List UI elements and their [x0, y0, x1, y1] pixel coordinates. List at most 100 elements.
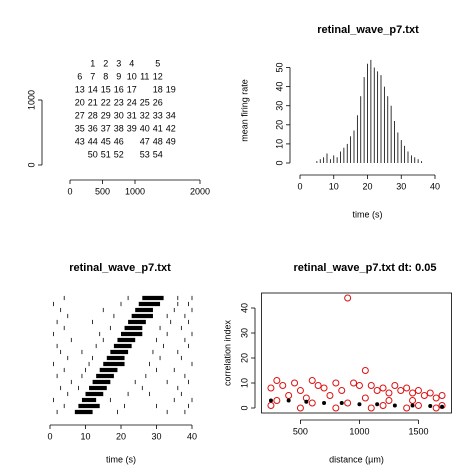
point — [391, 382, 399, 389]
electrode-label: 30 — [114, 111, 124, 121]
mean-point — [375, 402, 380, 407]
electrode-label: 26 — [153, 98, 163, 108]
x-tick-label: 0 — [297, 181, 302, 191]
point — [420, 392, 428, 399]
electrode-label: 44 — [88, 137, 98, 147]
electrode-label: 40 — [140, 124, 150, 134]
mean-point — [322, 401, 327, 405]
electrode-label: 49 — [166, 137, 176, 147]
y-tick-label: 20 — [274, 120, 284, 130]
point — [344, 294, 352, 302]
chart-title: retinal_wave_p7.txt — [317, 24, 419, 36]
electrode-label: 52 — [114, 150, 124, 160]
y-tick-label: 20 — [239, 353, 249, 363]
mean-point — [304, 399, 309, 404]
x-tick-label: 1500 — [408, 426, 428, 436]
point — [367, 404, 375, 412]
x-axis-label: time (s) — [353, 209, 383, 219]
electrode-label: 17 — [127, 85, 137, 95]
y-tick-label: 0 — [26, 162, 36, 167]
point — [279, 382, 287, 389]
point — [409, 397, 417, 404]
point — [438, 392, 446, 399]
x-tick-label: 500 — [293, 426, 308, 436]
point — [267, 384, 275, 392]
y-tick-label: 0 — [274, 160, 284, 165]
y-tick-label: 30 — [274, 101, 284, 111]
electrode-label: 29 — [101, 111, 111, 121]
point — [267, 402, 275, 409]
point — [332, 404, 340, 412]
chart-title: retinal_wave_p7.txt dt: 0.05 — [293, 262, 436, 274]
electrode-label: 33 — [153, 111, 163, 121]
electrode-label: 13 — [75, 85, 85, 95]
x-tick-label: 0 — [47, 431, 52, 441]
electrode-label: 14 — [88, 85, 98, 95]
electrode-label: 36 — [88, 124, 98, 134]
electrode-label: 2 — [103, 59, 108, 69]
x-tick-label: 0 — [67, 186, 72, 196]
y-tick-label: 1000 — [26, 90, 36, 110]
electrode-label: 47 — [140, 137, 150, 147]
electrode-label: 34 — [166, 111, 176, 121]
electrode-label: 1 — [90, 59, 95, 69]
point — [409, 389, 417, 397]
point — [426, 389, 434, 397]
electrode-label: 53 — [140, 150, 150, 160]
electrode-label: 4 — [129, 59, 134, 69]
x-tick-label: 1000 — [125, 186, 145, 196]
point — [367, 382, 375, 389]
electrode-label: 46 — [114, 137, 124, 147]
mean-point — [428, 404, 433, 408]
x-axis-label: time (s) — [106, 454, 136, 464]
point — [296, 404, 304, 412]
electrode-label: 25 — [140, 98, 150, 108]
point — [379, 402, 387, 409]
point — [326, 392, 334, 399]
electrode-label: 42 — [166, 124, 176, 134]
x-tick-label: 10 — [80, 431, 90, 441]
electrode-label: 6 — [77, 72, 82, 82]
y-tick-label: 50 — [274, 63, 284, 73]
y-tick-label: 10 — [239, 378, 249, 388]
point — [432, 404, 440, 412]
electrode-label: 31 — [127, 111, 137, 121]
point — [273, 397, 281, 404]
x-tick-label: 20 — [116, 431, 126, 441]
point — [314, 382, 322, 389]
electrode-label: 28 — [88, 111, 98, 121]
point — [320, 384, 328, 392]
electrode-label: 18 — [153, 85, 163, 95]
mean-point — [286, 398, 291, 403]
point — [414, 387, 422, 394]
x-tick-label: 500 — [95, 186, 110, 196]
point — [385, 397, 393, 404]
y-axis-label: correlation index — [222, 319, 232, 386]
point — [361, 367, 369, 374]
electrode-label: 38 — [114, 124, 124, 134]
plot-box — [261, 292, 452, 414]
electrode-label: 5 — [155, 59, 160, 69]
point — [332, 379, 340, 387]
electrode-label: 9 — [116, 72, 121, 82]
point — [273, 377, 281, 384]
point — [432, 394, 440, 402]
electrode-label: 39 — [127, 124, 137, 134]
electrode-label: 19 — [166, 85, 176, 95]
point — [414, 402, 422, 409]
electrode-label: 12 — [153, 72, 163, 82]
mean-point — [357, 402, 362, 407]
electrode-label: 3 — [116, 59, 121, 69]
x-tick-label: 2000 — [190, 186, 210, 196]
x-tick-label: 40 — [187, 431, 197, 441]
mean-point — [440, 404, 445, 409]
electrode-label: 16 — [114, 85, 124, 95]
x-tick-label: 30 — [151, 431, 161, 441]
electrode-label: 43 — [75, 137, 85, 147]
point — [403, 384, 411, 392]
electrode-label: 15 — [101, 85, 111, 95]
point — [379, 384, 387, 392]
electrode-label: 50 — [88, 150, 98, 160]
point — [397, 387, 405, 394]
point — [361, 394, 369, 402]
